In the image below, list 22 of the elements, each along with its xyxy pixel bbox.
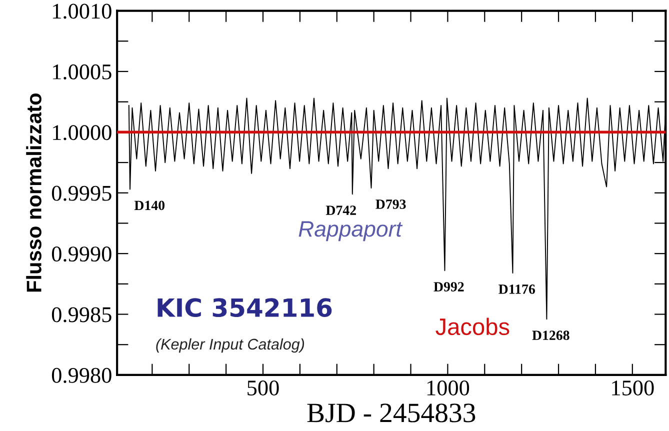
annotation: (Kepler Input Catalog) — [156, 338, 304, 353]
annotation: D1176 — [498, 284, 535, 294]
annotation: Rappaport — [298, 221, 403, 242]
annotation: D140 — [134, 200, 165, 210]
y-axis-title: Flusso normalizzato — [26, 94, 42, 292]
x-tick-label: 500 — [248, 380, 279, 396]
annotation: D742 — [326, 206, 356, 215]
x-tick-label: 1000 — [427, 380, 470, 396]
y-tick-label: 1.0005 — [53, 64, 112, 80]
y-tick-label: 0.9980 — [52, 368, 112, 383]
x-axis-title: BJD - 2454833 — [307, 404, 476, 422]
x-tick-label: 1500 — [612, 380, 654, 396]
annotation: D992 — [434, 282, 464, 292]
y-tick-label: 1.0010 — [53, 4, 112, 19]
y-tick-label: 0.9990 — [52, 246, 112, 262]
y-tick-label: 0.9985 — [52, 307, 112, 322]
annotation: D793 — [376, 200, 406, 209]
annotation: Jacobs — [436, 318, 510, 336]
annotation: KIC 3542116 — [158, 298, 332, 318]
y-tick-label: 0.9995 — [52, 186, 112, 201]
y-tick-label: 1.0000 — [53, 125, 112, 140]
annotation: D1268 — [532, 330, 570, 340]
